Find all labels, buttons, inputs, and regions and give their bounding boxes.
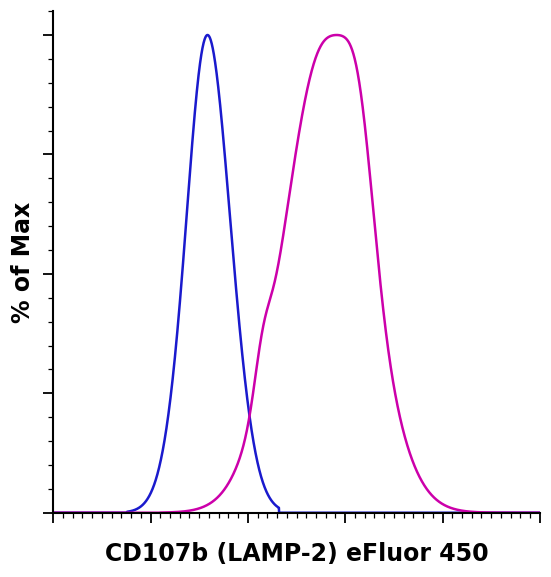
Y-axis label: % of Max: % of Max (11, 201, 35, 323)
X-axis label: CD107b (LAMP-2) eFluor 450: CD107b (LAMP-2) eFluor 450 (105, 542, 488, 566)
